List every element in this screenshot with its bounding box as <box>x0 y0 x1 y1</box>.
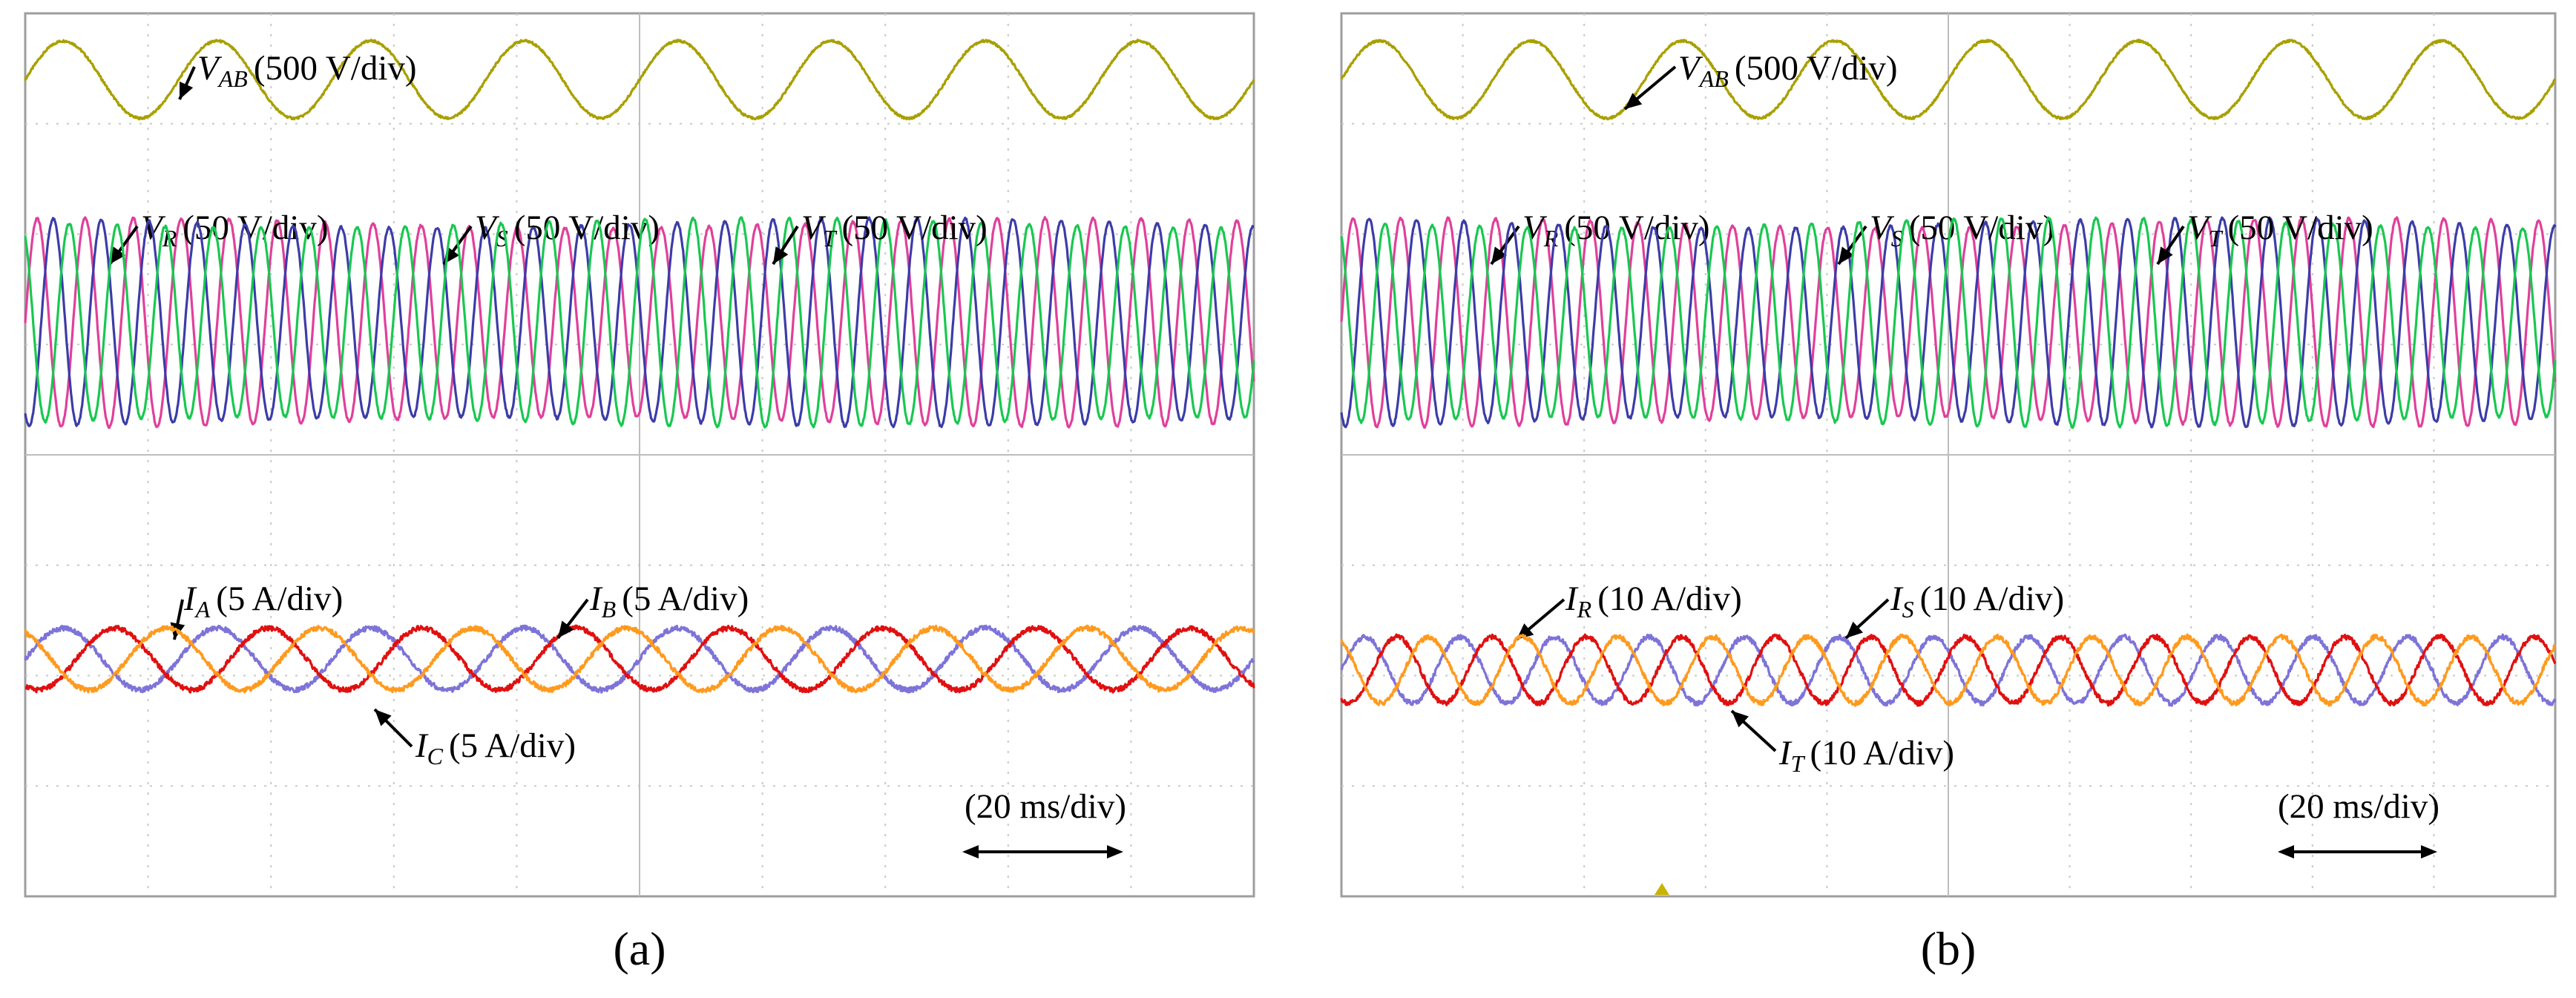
label-symbol: I <box>1890 580 1904 618</box>
label-subscript: S <box>1902 596 1914 623</box>
waveform-T <box>24 216 1255 429</box>
arrowhead-left <box>962 845 979 859</box>
waveform-T <box>1340 216 2557 430</box>
arrowhead <box>1491 246 1508 264</box>
arrowhead <box>110 246 126 264</box>
arrowhead-right <box>1107 845 1123 859</box>
label-subscript: B <box>602 596 617 623</box>
label-R: VR (50 V/div) <box>141 209 329 252</box>
label-is: IS (10 A/div) <box>1890 580 2064 623</box>
arrowhead-left <box>2278 845 2294 859</box>
label-symbol: I <box>183 580 197 618</box>
label-ib: IB (5 A/div) <box>589 580 749 623</box>
label-T: VT (50 V/div) <box>801 209 988 252</box>
label-scale: (10 A/div) <box>1920 580 2065 618</box>
arrowhead <box>1846 621 1863 638</box>
label-S: VS (50 V/div) <box>1870 209 2054 252</box>
label-subscript: T <box>2209 225 2224 252</box>
arrowhead-right <box>2421 845 2437 859</box>
scope-panel-b: VAB (500 V/div)VR (50 V/div) VS (50 V/div) VT… <box>1340 12 2557 975</box>
scope-panel-a: VAB (500 V/div)VR (50 V/div) VS (50 V/div) VT… <box>24 12 1255 975</box>
waveform-R <box>1340 216 2557 429</box>
label-scale: (50 V/div) <box>1909 209 2054 247</box>
arrowhead <box>2158 246 2173 264</box>
waveform-ia <box>24 624 1255 694</box>
arrowhead <box>1625 93 1643 109</box>
label-symbol: I <box>1565 580 1579 618</box>
label-scale: (50 V/div) <box>183 209 328 247</box>
label-subscript: R <box>1577 596 1592 623</box>
label-ia: IA (5 A/div) <box>183 580 343 623</box>
label-vab: VAB (500 V/div) <box>1678 49 1898 92</box>
label-scale: (10 A/div) <box>1597 580 1742 618</box>
label-subscript: T <box>823 225 838 252</box>
waveform-is <box>1340 633 2557 707</box>
waveform-ir <box>1340 633 2557 707</box>
time-scale-label: (20 ms/div) <box>965 787 1126 826</box>
panel-caption: (b) <box>1921 922 1977 975</box>
label-symbol: V <box>1678 49 1703 88</box>
label-it: IT (10 A/div) <box>1778 734 1954 777</box>
label-scale: (5 A/div) <box>449 726 576 765</box>
waveform-vab <box>1340 39 2557 121</box>
label-subscript: AB <box>1698 65 1729 92</box>
arrowhead <box>180 81 194 99</box>
label-subscript: A <box>194 596 211 623</box>
label-subscript: T <box>1791 750 1806 777</box>
label-scale: (500 V/div) <box>1735 49 1898 88</box>
label-symbol: V <box>801 209 827 247</box>
label-scale: (500 V/div) <box>254 49 417 88</box>
label-subscript: C <box>427 743 444 769</box>
waveform-ic <box>24 624 1255 694</box>
label-ir: IR (10 A/div) <box>1565 580 1742 623</box>
waveform-vab <box>24 39 1255 121</box>
arrowhead <box>1839 246 1855 264</box>
waveform-S <box>24 216 1255 429</box>
waveform-R <box>24 216 1255 430</box>
label-vab: VAB (500 V/div) <box>197 49 417 92</box>
time-scale-label: (20 ms/div) <box>2278 787 2439 826</box>
label-ic: IC (5 A/div) <box>415 726 576 769</box>
label-subscript: AB <box>217 65 248 92</box>
label-scale: (5 A/div) <box>622 580 749 618</box>
label-symbol: V <box>197 49 223 88</box>
arrowhead <box>375 709 392 726</box>
label-symbol: V <box>1870 209 1895 247</box>
label-scale: (50 V/div) <box>2228 209 2373 247</box>
arrowhead <box>558 620 574 638</box>
label-scale: (10 A/div) <box>1810 734 1954 772</box>
label-symbol: I <box>415 726 429 765</box>
waveform-ib <box>24 624 1255 694</box>
trigger-marker <box>1655 883 1669 895</box>
label-scale: (50 V/div) <box>842 209 988 247</box>
label-symbol: I <box>589 580 603 618</box>
waveform-it <box>1340 633 2557 707</box>
label-T: VT (50 V/div) <box>2187 209 2373 252</box>
arrowhead <box>1732 711 1749 728</box>
label-symbol: V <box>2187 209 2212 247</box>
label-symbol: I <box>1778 734 1793 772</box>
label-R: VR (50 V/div) <box>1522 209 1710 252</box>
waveform-S <box>1340 216 2557 429</box>
arrowhead <box>773 246 789 264</box>
label-scale: (5 A/div) <box>216 580 343 618</box>
label-scale: (50 V/div) <box>1564 209 1709 247</box>
label-scale: (50 V/div) <box>514 209 660 247</box>
panel-caption: (a) <box>613 922 666 975</box>
